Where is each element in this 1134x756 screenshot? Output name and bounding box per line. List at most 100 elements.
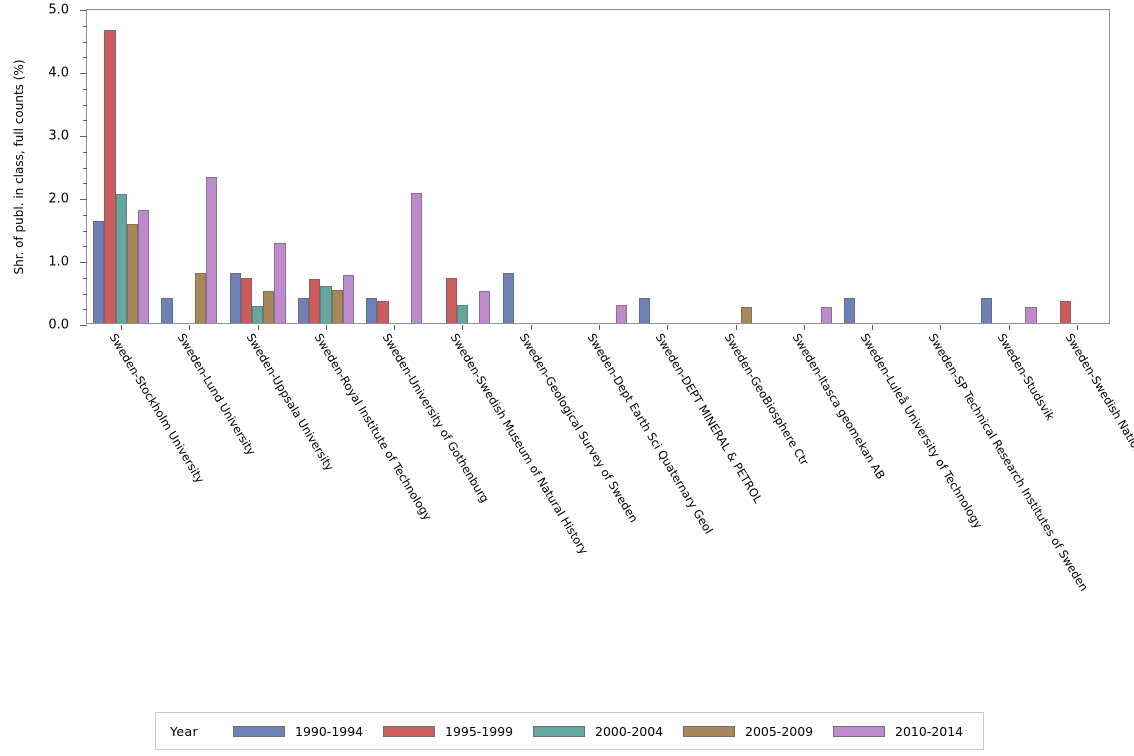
x-tick-mark <box>1008 325 1010 330</box>
bar <box>1060 300 1072 323</box>
y-tick-minor <box>83 309 87 311</box>
bar <box>411 193 423 323</box>
x-tick-mark <box>872 325 874 330</box>
y-tick-minor <box>83 183 87 185</box>
legend-entry[interactable]: 1995-1999 <box>383 724 533 739</box>
bar <box>980 297 992 323</box>
bar <box>297 297 310 323</box>
y-tick-minor <box>83 230 87 232</box>
y-axis-title: Shr. of publ. in class, full counts (%) <box>12 59 26 275</box>
legend-label: 1990-1994 <box>295 723 364 739</box>
y-tick-minor <box>83 167 87 169</box>
bar <box>844 297 856 323</box>
y-tick-minor <box>83 246 87 248</box>
y-tick-minor <box>83 293 87 295</box>
legend-label: 2000-2004 <box>595 723 664 739</box>
x-axis-category-label: Sweden-Dept Earth Sci Quaternary Geol <box>584 330 716 537</box>
legend-entry[interactable]: 2005-2009 <box>683 724 833 739</box>
bar <box>93 220 105 323</box>
bar <box>263 290 275 323</box>
legend-entry[interactable]: 2000-2004 <box>533 724 683 739</box>
y-tick-mark <box>80 199 87 200</box>
bar <box>229 272 241 323</box>
y-tick-minor <box>83 57 87 59</box>
y-tick-mark <box>80 262 87 263</box>
bar <box>320 286 332 323</box>
bar <box>195 273 207 323</box>
y-tick-label: 3.0 <box>48 128 69 144</box>
x-tick-mark <box>803 325 805 330</box>
x-tick-mark <box>189 325 191 330</box>
bar <box>377 300 389 323</box>
bar <box>161 297 173 323</box>
plot-area: 0.0 1.0 2.0 3.0 4.0 5.0 <box>48 4 1110 332</box>
y-tick-label: 1.0 <box>48 254 69 270</box>
bar <box>206 177 218 323</box>
legend-swatch <box>383 725 435 737</box>
legend-entries: 1990-1994 1995-1999 2000-2004 2005-2009 2010… <box>233 724 983 739</box>
legend-entry[interactable]: 2010-2014 <box>833 724 983 739</box>
x-tick-mark <box>1076 325 1078 330</box>
bar <box>115 193 127 323</box>
x-tick-mark <box>530 325 532 330</box>
y-tick-mark <box>80 136 87 137</box>
x-axis-category-label: Sweden-Lund University <box>175 330 259 458</box>
x-tick-mark <box>599 325 600 330</box>
legend-swatch <box>833 725 885 737</box>
y-tick-minor <box>83 120 87 122</box>
y-tick-minor <box>83 214 87 216</box>
y-tick-minor <box>83 41 87 43</box>
bar <box>366 297 378 323</box>
y-tick-minor <box>83 88 87 90</box>
x-axis-category-label: Sweden-Luleå University of Technology <box>857 330 986 531</box>
x-axis-category-label: Sweden-Geological Survey of Sweden <box>516 330 641 525</box>
bar <box>502 272 514 323</box>
bar <box>639 297 651 323</box>
x-tick-mark <box>462 325 464 330</box>
x-tick-mark <box>394 325 396 330</box>
x-tick-mark <box>121 325 123 330</box>
y-tick-minor <box>83 277 87 279</box>
x-axis-category-label: Sweden-Studsvik <box>994 330 1058 423</box>
x-tick-mark <box>257 325 259 330</box>
x-axis-category-label: Sweden-Royal Institute of Technology <box>311 330 435 523</box>
x-tick-mark <box>667 325 669 330</box>
bar <box>741 306 753 323</box>
legend-swatch <box>233 725 285 737</box>
bar <box>479 290 491 323</box>
bar <box>137 209 150 323</box>
bar <box>104 30 116 323</box>
bar <box>274 243 286 323</box>
legend-label: 2010-2014 <box>895 723 964 739</box>
x-tick-mark <box>940 325 942 330</box>
y-tick-label: 4.0 <box>48 65 69 81</box>
y-tick-minor <box>83 104 87 106</box>
bar <box>309 278 321 323</box>
bar <box>240 277 253 323</box>
legend-label: 1995-1999 <box>445 723 514 739</box>
legend-label: 2005-2009 <box>745 723 814 739</box>
y-tick-mark <box>80 73 87 74</box>
bar <box>445 277 457 323</box>
bar <box>820 306 832 323</box>
y-tick-minor <box>83 151 87 153</box>
y-tick-label: 0.0 <box>48 317 69 333</box>
legend-entry[interactable]: 1990-1994 <box>233 724 383 739</box>
plot-inner: 0.0 1.0 2.0 3.0 4.0 5.0 <box>48 4 1109 332</box>
y-tick-label: 2.0 <box>48 191 69 207</box>
bar <box>456 304 469 323</box>
legend: Year 1990-1994 1995-1999 2000-2004 2005-200… <box>155 712 984 750</box>
y-tick-minor <box>83 25 87 27</box>
y-tick-mark <box>80 325 87 326</box>
legend-title: Year <box>170 723 199 739</box>
legend-swatch <box>533 725 585 737</box>
x-axis-category-label: Sweden-Swedish National Road and Transpo… <box>1062 330 1134 657</box>
x-tick-mark <box>325 325 327 330</box>
bar <box>126 224 138 323</box>
x-axis-category-label: Sweden-Swedish Museum of Natural History <box>448 330 592 557</box>
bar <box>1025 306 1037 323</box>
y-tick-mark <box>80 10 87 11</box>
x-axis-category-label: Sweden-SP Technical Research Institutes … <box>926 330 1092 594</box>
y-tick-label: 5.0 <box>48 2 69 18</box>
